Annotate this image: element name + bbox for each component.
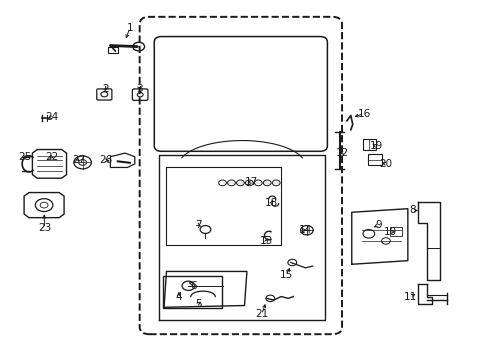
- Text: 14: 14: [298, 225, 311, 235]
- Text: 24: 24: [45, 112, 59, 122]
- Text: 10: 10: [384, 227, 397, 237]
- Text: 12: 12: [335, 148, 348, 158]
- Text: 25: 25: [19, 152, 32, 162]
- Text: 5: 5: [194, 299, 201, 309]
- Text: 9: 9: [374, 220, 381, 230]
- Text: 21: 21: [254, 310, 267, 319]
- Text: 7: 7: [194, 220, 201, 230]
- Text: 11: 11: [403, 292, 416, 302]
- Text: 3: 3: [136, 84, 142, 94]
- Text: 26: 26: [99, 155, 112, 165]
- Text: 13: 13: [259, 236, 272, 246]
- Text: 23: 23: [38, 224, 51, 233]
- Text: 2: 2: [102, 84, 109, 94]
- Text: 8: 8: [408, 206, 415, 216]
- Text: 6: 6: [190, 281, 196, 291]
- Text: 17: 17: [244, 177, 258, 187]
- Text: 22: 22: [45, 152, 59, 162]
- Text: 1: 1: [126, 23, 133, 33]
- Text: 27: 27: [72, 155, 85, 165]
- Text: 16: 16: [357, 109, 370, 119]
- Text: 18: 18: [264, 198, 277, 208]
- Text: 19: 19: [369, 141, 382, 151]
- Text: 15: 15: [279, 270, 292, 280]
- Text: 20: 20: [379, 159, 392, 169]
- Text: 4: 4: [175, 292, 182, 302]
